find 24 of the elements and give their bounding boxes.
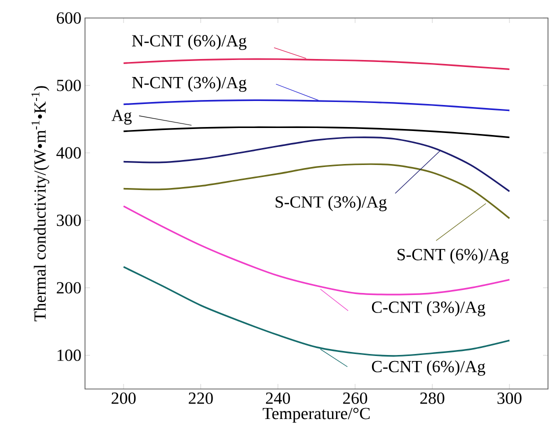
x-axis-title: Temperature/°C <box>262 408 370 423</box>
x-tick-label: 220 <box>188 392 213 404</box>
y-tick-label: 100 <box>58 350 81 361</box>
x-tick-label: 240 <box>266 392 290 404</box>
legend-label: N-CNT (3%)/Ag <box>132 76 246 92</box>
x-tick-label: 260 <box>343 392 368 404</box>
series-label: C-CNT (6%)/Ag <box>372 360 486 376</box>
series-label: C-CNT (3%)/Ag <box>372 301 486 316</box>
line-series <box>122 136 510 192</box>
y-tick-label: 400 <box>56 147 81 159</box>
x-tick-label: 200 <box>112 392 136 404</box>
legend-label: N-CNT (6%)/Ag <box>132 34 246 50</box>
x-tick-label: 280 <box>420 392 444 404</box>
text: S-CNT (3%)/Ag <box>276 196 387 212</box>
x-tick-label: 300 <box>498 392 522 404</box>
line-series <box>122 126 510 138</box>
y-tick-label: 600 <box>56 12 81 24</box>
y-tick-label: 300 <box>56 214 81 226</box>
y-tick-label: 500 <box>57 80 81 92</box>
y-axis-title: Thermal conductivity/(W•m$^{-1}$•K$^{-1}$) <box>32 86 50 322</box>
line-series <box>122 163 510 220</box>
legend-label: Ag <box>111 110 132 125</box>
y-tick-label: 200 <box>56 282 81 294</box>
series-label: S-CNT (6%)/Ag <box>398 248 509 264</box>
